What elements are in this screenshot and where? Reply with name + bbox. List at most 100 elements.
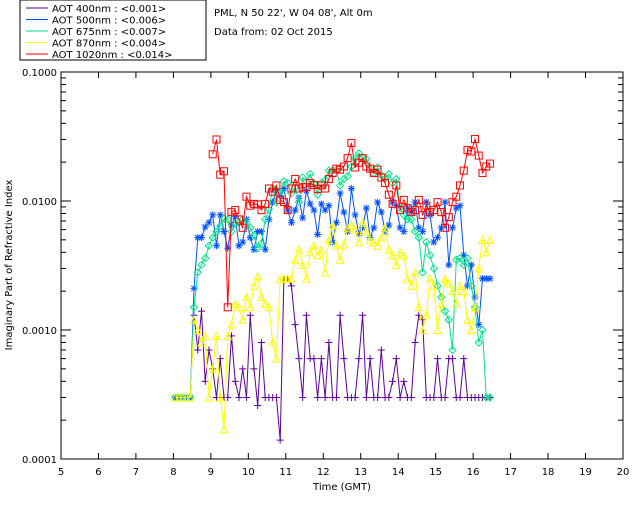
data-point xyxy=(185,392,195,402)
data-point xyxy=(467,261,475,269)
data-point xyxy=(306,200,314,208)
data-point xyxy=(373,241,382,250)
data-point xyxy=(257,228,265,236)
data-point xyxy=(230,299,240,308)
data-point xyxy=(359,224,367,232)
data-point xyxy=(231,377,239,385)
data-point xyxy=(332,393,340,401)
data-point xyxy=(421,310,431,320)
data-point xyxy=(234,215,243,224)
data-point xyxy=(351,211,359,219)
data-point xyxy=(347,184,355,192)
data-point xyxy=(482,275,490,283)
data-point xyxy=(291,206,299,214)
data-point xyxy=(194,346,202,354)
data-point xyxy=(396,393,404,401)
data-point xyxy=(362,393,370,401)
data-point xyxy=(208,233,217,242)
data-point xyxy=(294,244,304,254)
data-point xyxy=(238,315,248,324)
data-point xyxy=(418,268,427,277)
data-point xyxy=(299,393,307,401)
data-point xyxy=(332,241,341,250)
data-point xyxy=(325,339,333,347)
data-point xyxy=(335,255,345,264)
data-point xyxy=(392,260,401,269)
x-tick-label: 16 xyxy=(467,467,480,478)
x-tick-label: 20 xyxy=(617,467,630,478)
data-point xyxy=(396,224,404,232)
data-point xyxy=(227,227,236,236)
data-point xyxy=(257,292,266,302)
data-point xyxy=(380,223,390,232)
series-3 xyxy=(170,217,495,434)
data-point xyxy=(260,299,270,308)
x-tick-label: 10 xyxy=(242,467,255,478)
data-point xyxy=(384,244,394,254)
series-4 xyxy=(208,135,494,312)
plot-frame xyxy=(60,71,624,460)
x-axis-label: Time (GMT) xyxy=(312,482,371,493)
data-point xyxy=(407,281,416,290)
data-point xyxy=(339,162,348,171)
data-point xyxy=(478,235,487,244)
series-layer xyxy=(170,135,495,444)
data-point xyxy=(441,223,450,232)
data-point xyxy=(321,393,329,401)
data-point xyxy=(261,246,269,254)
data-point xyxy=(212,135,221,144)
data-point xyxy=(400,377,408,385)
data-point xyxy=(340,208,348,216)
data-point xyxy=(250,365,258,373)
data-point xyxy=(231,206,240,215)
data-point xyxy=(445,261,453,269)
data-point xyxy=(400,228,408,236)
data-point xyxy=(385,221,393,229)
legend-entry-400: AOT 400nm : <0.001> xyxy=(26,4,166,15)
data-point xyxy=(253,271,263,281)
series-line xyxy=(175,152,490,398)
data-point xyxy=(283,206,292,215)
data-point xyxy=(440,306,450,316)
data-point xyxy=(320,267,330,277)
x-tick-label: 18 xyxy=(542,467,555,478)
data-point xyxy=(219,424,229,434)
data-point xyxy=(381,178,390,187)
data-point xyxy=(295,355,303,363)
x-tick-label: 14 xyxy=(392,467,405,478)
series-1 xyxy=(171,184,494,401)
legend-label-675: AOT 675nm : <0.007> xyxy=(52,27,166,38)
data-point xyxy=(249,281,259,290)
data-point xyxy=(347,138,356,147)
data-point xyxy=(189,315,199,324)
data-point xyxy=(359,311,367,319)
data-point xyxy=(430,238,438,246)
x-tick-label: 9 xyxy=(208,467,214,478)
data-point xyxy=(362,204,370,212)
data-point xyxy=(212,242,220,250)
data-point xyxy=(313,250,322,260)
data-point xyxy=(294,197,304,207)
data-point xyxy=(414,302,424,312)
data-point xyxy=(478,325,487,335)
data-point xyxy=(309,241,319,250)
data-point xyxy=(272,181,281,190)
data-point xyxy=(223,331,233,340)
data-point xyxy=(419,228,427,236)
data-point xyxy=(471,293,479,301)
data-point xyxy=(436,299,446,308)
legend-label-500: AOT 500nm : <0.006> xyxy=(52,16,166,27)
data-point xyxy=(377,346,385,354)
data-point xyxy=(347,220,356,230)
x-tick-label: 11 xyxy=(279,467,292,478)
data-point xyxy=(198,234,205,242)
data-point xyxy=(272,353,281,363)
data-point xyxy=(434,234,442,242)
data-point xyxy=(321,206,329,214)
axes: 5 6 7 8 9 10 11 12 13 14 15 16 17 18 19 20 0.0001 0.0010 0… xyxy=(22,68,629,478)
x-tick-label: 8 xyxy=(170,467,176,478)
y-tick-label: 0.0001 xyxy=(22,455,57,466)
data-point xyxy=(426,211,434,219)
data-point xyxy=(395,247,405,257)
